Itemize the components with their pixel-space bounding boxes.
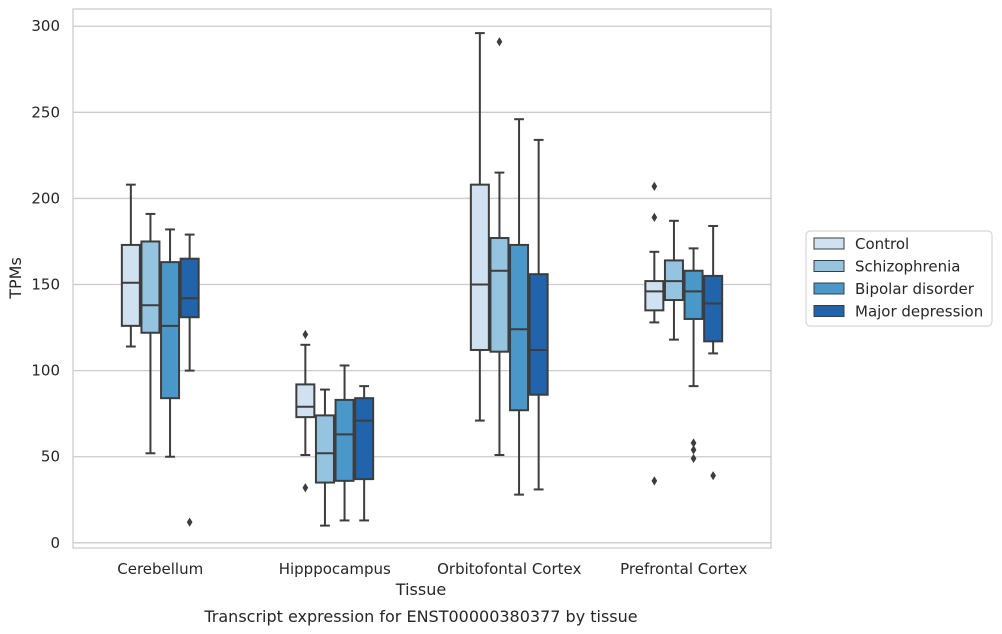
box-major-depression-3 — [703, 224, 724, 481]
y-tick-labels: 0 50 100 150 200 250 300 — [31, 17, 60, 552]
box-iqr — [314, 414, 335, 484]
x-tick-2: Orbitofontal Cortex — [437, 560, 581, 578]
x-tick-labels: Cerebellum Hipppocampus Orbitofontal Corte… — [117, 560, 747, 578]
box-iqr — [160, 261, 181, 400]
legend-label-2: Bipolar disorder — [855, 280, 975, 298]
legend: Control Schizophrenia Bipolar disorder Majo… — [805, 230, 993, 327]
box-iqr — [295, 383, 316, 419]
box-iqr — [489, 237, 510, 353]
legend-swatch-0 — [813, 237, 845, 250]
legend-swatch-1 — [813, 260, 845, 272]
box-major-depression-1 — [354, 385, 375, 522]
x-tick-0: Cerebellum — [117, 560, 203, 578]
box-iqr — [179, 257, 200, 319]
box-schizophrenia-0 — [140, 212, 161, 455]
legend-swatch-2 — [813, 282, 845, 295]
box-iqr — [334, 398, 355, 482]
box-iqr — [683, 269, 704, 320]
box-groups — [120, 32, 724, 527]
box-iqr — [509, 243, 530, 412]
box-schizophrenia-1 — [314, 388, 335, 527]
legend-label-1: Schizophrenia — [855, 258, 960, 276]
outlier-0 — [302, 329, 309, 340]
box-iqr — [703, 274, 724, 343]
box-iqr — [120, 243, 141, 327]
y-axis-label: TPMs — [6, 257, 25, 300]
y-tick-100: 100 — [31, 362, 60, 380]
box-bipolar-disorder-1 — [334, 364, 355, 522]
y-tick-50: 50 — [41, 448, 60, 466]
box-schizophrenia-3 — [663, 219, 684, 341]
outlier-0 — [710, 471, 717, 481]
grid-lines — [73, 25, 771, 544]
legend-frame — [805, 230, 993, 327]
box-iqr — [644, 280, 665, 312]
outlier-0 — [651, 181, 658, 191]
figure-caption: Transcript expression for ENST0000038037… — [203, 607, 637, 626]
box-iqr — [469, 183, 490, 351]
box-bipolar-disorder-0 — [160, 228, 181, 458]
y-tick-200: 200 — [31, 189, 60, 207]
y-tick-250: 250 — [31, 103, 60, 121]
box-control-3 — [644, 181, 665, 486]
outlier-1 — [302, 483, 309, 493]
box-bipolar-disorder-2 — [509, 118, 530, 496]
box-schizophrenia-2 — [489, 37, 510, 457]
legend-label-0: Control — [855, 235, 909, 253]
legend-swatch-3 — [813, 305, 845, 317]
x-tick-3: Prefrontal Cortex — [620, 560, 747, 578]
outlier-1 — [690, 445, 697, 455]
outlier-2 — [690, 453, 697, 464]
outlier-0 — [690, 438, 697, 448]
y-tick-300: 300 — [31, 17, 60, 35]
outlier-0 — [186, 517, 193, 527]
outlier-0 — [496, 37, 503, 47]
box-control-2 — [469, 32, 490, 422]
box-control-0 — [120, 183, 141, 348]
x-tick-1: Hipppocampus — [279, 560, 391, 578]
box-iqr — [528, 273, 549, 396]
outlier-1 — [651, 212, 658, 222]
x-axis-label: Tissue — [395, 580, 446, 599]
y-tick-150: 150 — [31, 276, 60, 294]
box-major-depression-2 — [528, 138, 549, 491]
box-major-depression-0 — [179, 233, 200, 527]
box-iqr — [354, 397, 375, 481]
box-iqr — [140, 240, 161, 334]
outlier-2 — [651, 476, 658, 486]
legend-label-3: Major depression — [855, 303, 983, 321]
box-control-1 — [295, 329, 316, 493]
y-tick-0: 0 — [50, 534, 60, 552]
box-bipolar-disorder-3 — [683, 247, 704, 464]
